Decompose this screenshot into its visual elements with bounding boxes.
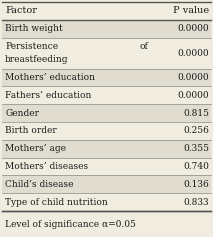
- Text: 0.355: 0.355: [183, 144, 209, 153]
- Text: breastfeeding: breastfeeding: [5, 55, 69, 64]
- Text: of: of: [140, 42, 148, 51]
- Bar: [2, 122, 211, 140]
- Text: 0.833: 0.833: [183, 198, 209, 207]
- Text: Persistence: Persistence: [5, 42, 58, 51]
- Text: 0.256: 0.256: [183, 127, 209, 136]
- Text: P value: P value: [173, 6, 209, 15]
- Text: Child’s disease: Child’s disease: [5, 180, 73, 189]
- Bar: [2, 140, 211, 158]
- Text: Birth order: Birth order: [5, 127, 57, 136]
- Bar: [2, 104, 211, 122]
- Text: Mothers’ diseases: Mothers’ diseases: [5, 162, 88, 171]
- Text: Factor: Factor: [5, 6, 37, 15]
- Bar: [2, 175, 211, 193]
- Bar: [2, 38, 211, 69]
- Text: Gender: Gender: [5, 109, 39, 118]
- Bar: [2, 2, 211, 20]
- Text: Level of significance α=0.05: Level of significance α=0.05: [5, 219, 136, 228]
- Text: Type of child nutrition: Type of child nutrition: [5, 198, 108, 207]
- Text: 0.815: 0.815: [183, 109, 209, 118]
- Text: Mothers’ education: Mothers’ education: [5, 73, 95, 82]
- Text: 0.0000: 0.0000: [177, 24, 209, 33]
- Text: 0.0000: 0.0000: [177, 91, 209, 100]
- Bar: [2, 158, 211, 175]
- Text: Mothers’ age: Mothers’ age: [5, 144, 66, 153]
- Text: 0.740: 0.740: [183, 162, 209, 171]
- Bar: [2, 193, 211, 211]
- Bar: [2, 20, 211, 38]
- Text: Fathers’ education: Fathers’ education: [5, 91, 91, 100]
- Bar: [2, 69, 211, 87]
- Bar: [2, 87, 211, 104]
- Text: 0.0000: 0.0000: [177, 49, 209, 58]
- Text: 0.0000: 0.0000: [177, 73, 209, 82]
- Text: Birth weight: Birth weight: [5, 24, 63, 33]
- Text: 0.136: 0.136: [183, 180, 209, 189]
